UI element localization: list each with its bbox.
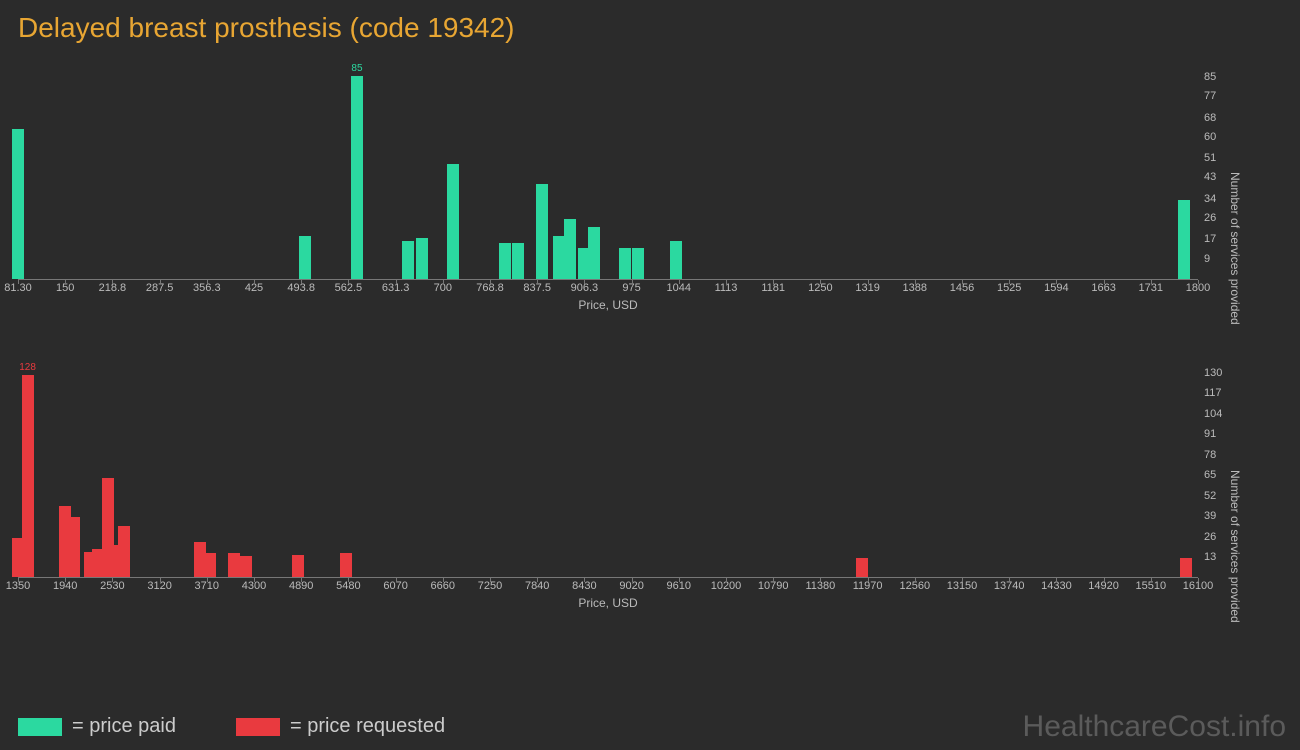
chart-bar [512,243,524,279]
y-tick-label: 26 [1204,212,1216,224]
chart-bar [588,227,600,280]
y-tick-label: 65 [1204,469,1216,481]
chart-bar [402,241,414,279]
chart-bar [292,555,304,577]
y-tick-label: 104 [1204,408,1222,420]
y-tick-label: 117 [1204,387,1222,399]
y-tick-label: 60 [1204,131,1216,143]
y-tick-label: 68 [1204,112,1216,124]
bar-value-label: 128 [13,362,43,373]
legend-label: = price requested [290,715,445,738]
chart-bar [536,184,548,279]
chart-bar [1180,558,1192,577]
legend-label: = price paid [72,715,176,738]
chart-bar [564,219,576,279]
y-tick-label: 34 [1204,193,1216,205]
y-axis-label: Number of services provided [1228,172,1242,325]
y-tick-label: 26 [1204,531,1216,543]
chart-bar [499,243,511,279]
legend-swatch-requested [236,718,280,736]
bar-value-label: 85 [342,63,372,74]
x-axis-label: Price, USD [18,596,1198,610]
y-tick-label: 43 [1204,171,1216,183]
y-tick-label: 77 [1204,90,1216,102]
chart-bar [1178,200,1190,279]
chart-bar [204,553,216,577]
legend-swatch-paid [18,718,62,736]
y-tick-label: 13 [1204,551,1216,563]
chart-bar [632,248,644,279]
chart-bar [118,526,130,577]
page-title: Delayed breast prosthesis (code 19342) [0,0,1300,52]
y-tick-label: 78 [1204,449,1216,461]
watermark: HealthcareCost.info [1023,710,1286,744]
chart-bar [619,248,631,279]
legend-item-paid: = price paid [18,715,176,738]
y-tick-label: 130 [1204,367,1222,379]
chart-bar [22,375,34,577]
y-tick-label: 91 [1204,428,1216,440]
chart-bar [228,553,240,577]
legend-item-requested: = price requested [236,715,445,738]
legend: = price paid = price requested [18,715,445,738]
y-tick-label: 17 [1204,233,1216,245]
y-tick-label: 52 [1204,490,1216,502]
chart-price-requested: 128 135019402530312037104300489054806070… [18,350,1258,620]
chart-bar [68,517,80,577]
chart-bar [340,553,352,577]
chart-price-paid: 85 81.30150218.8287.5356.3425493.8562.56… [18,52,1258,322]
y-axis-label: Number of services provided [1228,470,1242,623]
chart-bar [670,241,682,279]
x-axis-label: Price, USD [18,298,1198,312]
y-tick-label: 51 [1204,152,1216,164]
chart-bar [416,238,428,279]
chart-bar [856,558,868,577]
y-tick-label: 85 [1204,71,1216,83]
chart-bar [351,76,363,279]
chart-bar [447,164,459,279]
y-tick-label: 39 [1204,510,1216,522]
y-tick-label: 9 [1204,253,1210,265]
chart-bar [299,236,311,279]
chart-bar [240,556,252,577]
chart-bar [12,129,24,279]
